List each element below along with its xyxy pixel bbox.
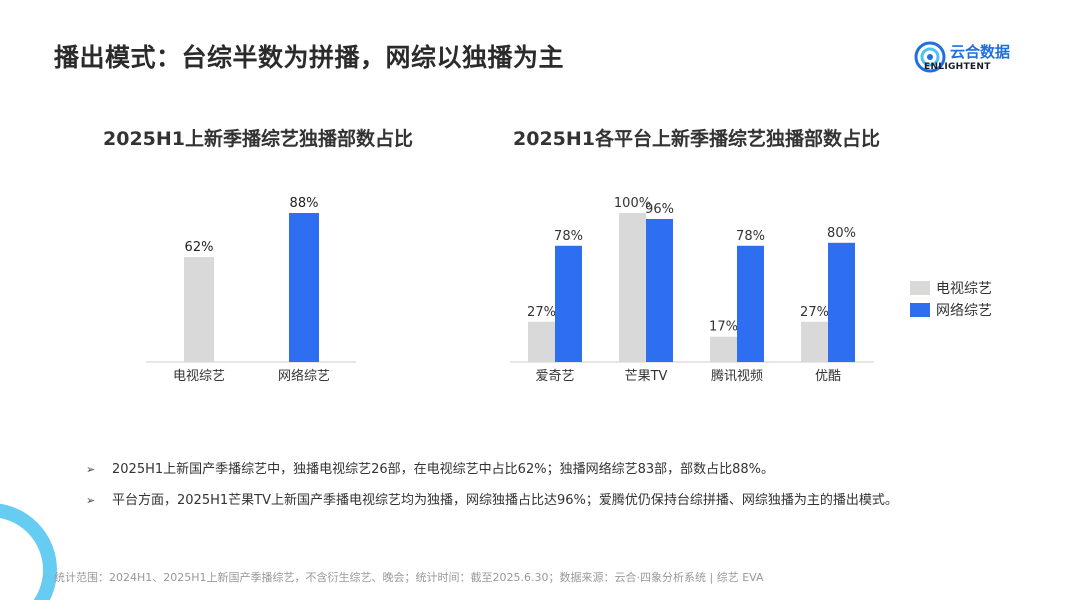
right-bar-label-1-1: 96% (645, 202, 674, 217)
right-category-label-3: 优酷 (815, 369, 841, 384)
legend-label-web: 网络综艺 (936, 303, 992, 319)
right-bar-2-1 (737, 245, 764, 362)
legend: 电视综艺 网络综艺 (910, 277, 992, 321)
bullet-1: ➢ 2025H1上新国产季播综艺中，独播电视综艺26部，在电视综艺中占比62%；独… (86, 458, 774, 477)
right-bar-label-0-1: 78% (554, 229, 583, 244)
right-bar-label-1-0: 100% (614, 196, 651, 211)
left-bar-0 (184, 257, 214, 362)
logo-name-en: ENLIGHTENT (924, 62, 991, 72)
right-bar-1-1 (646, 218, 673, 362)
page-title: 播出模式：台综半数为拼播，网综以独播为主 (54, 43, 565, 72)
right-bar-3-0 (801, 321, 828, 362)
legend-swatch-web (910, 303, 930, 317)
logo-name-cn: 云合数据 (950, 43, 1011, 61)
bullet-2: ➢ 平台方面，2025H1芒果TV上新国产季播电视综艺均为独播，网综独播占比达96… (86, 489, 898, 508)
chart-title-left: 2025H1上新季播综艺独播部数占比 (103, 128, 414, 150)
right-bar-0-1 (555, 245, 582, 362)
left-bar-label-0: 62% (185, 240, 214, 255)
logo-icon (914, 41, 946, 73)
bullet-text-1: 2025H1上新国产季播综艺中，独播电视综艺26部，在电视综艺中占比62%；独播… (112, 462, 775, 477)
logo: 云合数据 ENLIGHTENT (914, 40, 1024, 76)
footnote: 统计范围：2024H1、2025H1上新国产季播综艺，不含衍生综艺、晚会；统计时… (54, 571, 764, 584)
right-bar-1-0 (619, 213, 646, 362)
right-category-label-0: 爱奇艺 (535, 368, 574, 384)
legend-item-web: 网络综艺 (910, 299, 992, 321)
left-bar-label-1: 88% (290, 196, 319, 211)
legend-item-tv: 电视综艺 (910, 277, 992, 299)
left-category-label-1: 网络综艺 (278, 368, 330, 384)
right-bar-2-0 (710, 336, 737, 362)
bullet-mark-1: ➢ (86, 463, 96, 476)
legend-swatch-tv (910, 281, 930, 295)
right-bar-label-2-0: 17% (709, 320, 738, 335)
right-bar-label-3-1: 80% (827, 226, 856, 241)
right-category-label-2: 腾讯视频 (711, 368, 763, 384)
right-bar-3-1 (828, 242, 855, 362)
right-bar-label-0-0: 27% (527, 305, 556, 320)
right-bar-label-3-0: 27% (800, 305, 829, 320)
right-category-label-1: 芒果TV (625, 368, 668, 384)
bullet-mark-2: ➢ (86, 494, 96, 507)
legend-label-tv: 电视综艺 (936, 281, 992, 297)
right-bar-0-0 (528, 321, 555, 362)
chart-title-right: 2025H1各平台上新季播综艺独播部数占比 (513, 128, 881, 150)
bullet-text-2: 平台方面，2025H1芒果TV上新国产季播电视综艺均为独播，网综独播占比达96%… (112, 493, 898, 508)
left-category-label-0: 电视综艺 (173, 369, 225, 384)
left-bar-1 (289, 213, 319, 362)
right-bar-label-2-1: 78% (736, 229, 765, 244)
